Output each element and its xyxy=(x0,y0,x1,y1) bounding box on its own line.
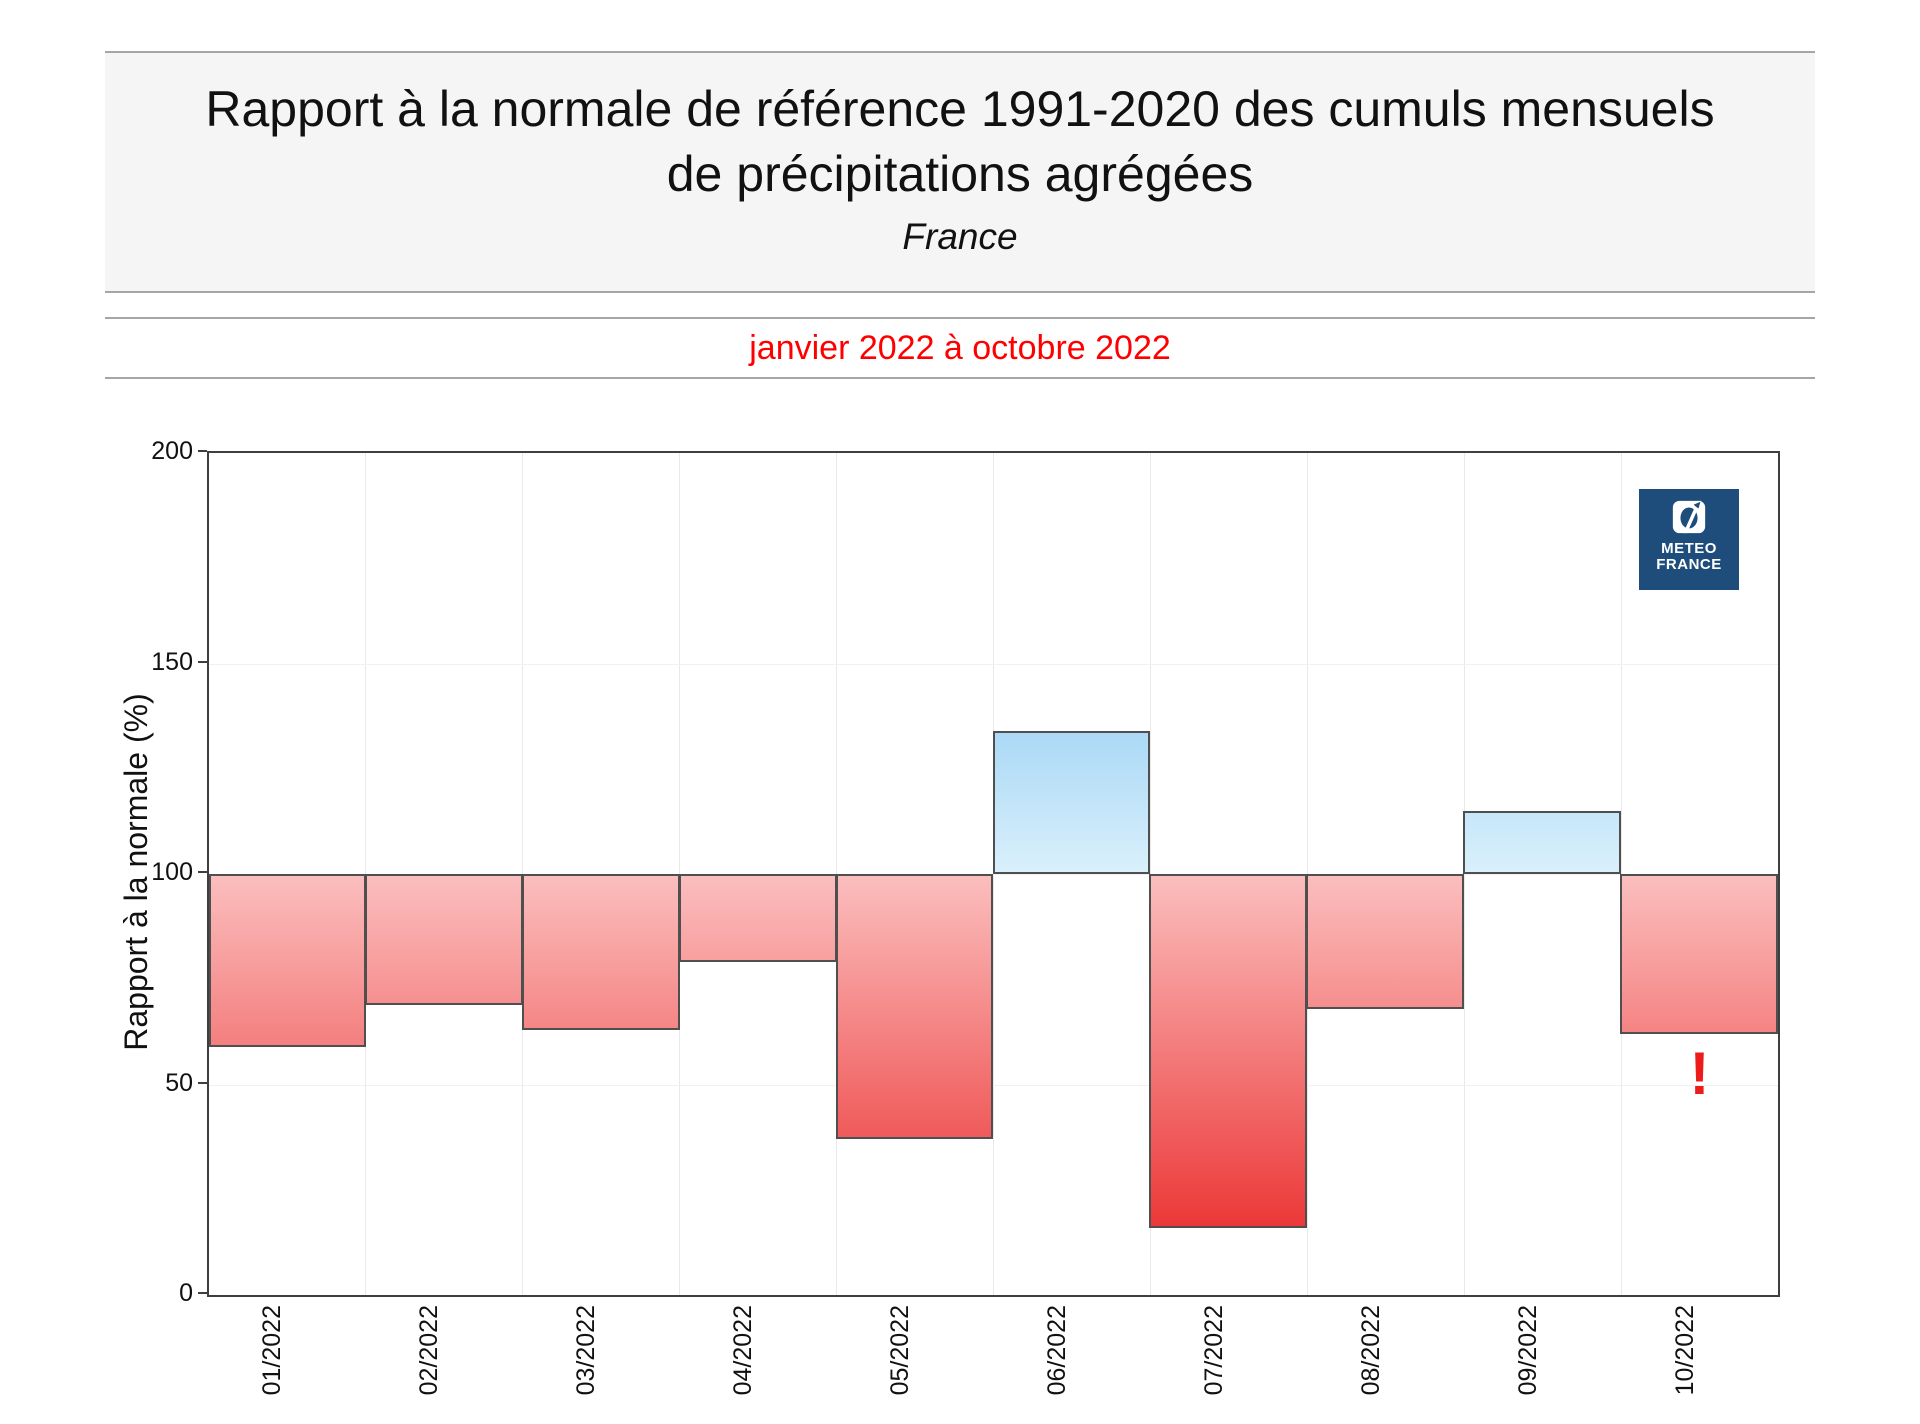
meteo-france-logo: METEO FRANCE xyxy=(1639,489,1739,590)
alert-exclamation-mark: ! xyxy=(1689,1039,1710,1107)
y-tick-label-200: 200 xyxy=(151,437,193,465)
horizontal-gridline xyxy=(209,663,1778,665)
chart-title-line1: Rapport à la normale de référence 1991-2… xyxy=(205,81,1715,137)
period-label: janvier 2022 à octobre 2022 xyxy=(749,329,1171,367)
x-tick-label-08/2022: 08/2022 xyxy=(1356,1305,1385,1396)
bar-05/2022 xyxy=(835,874,994,1140)
y-tick-label-0: 0 xyxy=(179,1279,193,1307)
x-tick-label-05/2022: 05/2022 xyxy=(886,1305,915,1396)
x-tick-label-03/2022: 03/2022 xyxy=(572,1305,601,1396)
plot-area: ! METEO FRANCE xyxy=(207,451,1780,1297)
bar-02/2022 xyxy=(364,874,523,1005)
bar-10/2022 xyxy=(1620,874,1778,1034)
meteo-france-icon xyxy=(1672,500,1706,534)
horizontal-gridline xyxy=(209,1084,1778,1086)
bar-01/2022 xyxy=(209,874,366,1047)
x-tick-label-09/2022: 09/2022 xyxy=(1513,1305,1542,1396)
y-tick-label-50: 50 xyxy=(165,1068,193,1097)
bar-03/2022 xyxy=(521,874,680,1030)
y-tick-mark xyxy=(198,660,207,663)
x-tick-label-07/2022: 07/2022 xyxy=(1199,1305,1228,1396)
bar-09/2022 xyxy=(1463,810,1622,874)
period-band: janvier 2022 à octobre 2022 xyxy=(105,317,1815,379)
y-tick-mark xyxy=(198,871,207,873)
chart-title-line2: de précipitations agrégées xyxy=(666,146,1254,202)
y-tick-mark xyxy=(198,450,207,452)
horizontal-gridline xyxy=(209,874,1778,875)
x-tick-label-01/2022: 01/2022 xyxy=(258,1305,287,1396)
x-tick-label-10/2022: 10/2022 xyxy=(1670,1305,1699,1396)
title-band: Rapport à la normale de référence 1991-2… xyxy=(105,51,1815,293)
bar-07/2022 xyxy=(1149,874,1308,1228)
logo-text-line2: FRANCE xyxy=(1656,556,1722,573)
bar-08/2022 xyxy=(1306,874,1465,1009)
x-tick-label-06/2022: 06/2022 xyxy=(1042,1305,1071,1396)
logo-text-line1: METEO xyxy=(1661,540,1717,557)
x-tick-label-04/2022: 04/2022 xyxy=(729,1305,758,1396)
bar-06/2022 xyxy=(992,730,1151,874)
y-tick-label-150: 150 xyxy=(151,647,193,676)
x-tick-label-02/2022: 02/2022 xyxy=(415,1305,444,1396)
bar-04/2022 xyxy=(678,874,837,963)
y-tick-mark xyxy=(198,1292,207,1294)
y-tick-mark xyxy=(198,1081,207,1084)
chart-region-label: France xyxy=(902,216,1018,257)
y-tick-label-100: 100 xyxy=(151,858,193,886)
